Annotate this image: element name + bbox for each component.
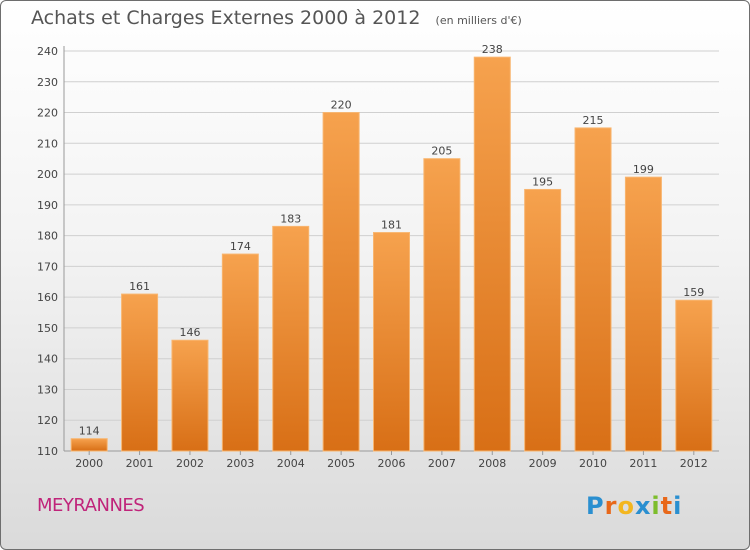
y-tick-label: 110 <box>37 445 58 458</box>
bar-2001 <box>121 293 159 452</box>
logo-letter: i <box>651 492 661 520</box>
x-tick-label-2001: 2001 <box>126 457 154 470</box>
y-tick-label: 150 <box>37 322 58 335</box>
bar-2000 <box>70 438 108 452</box>
chart-subtitle: (en milliers d'€) <box>435 14 522 27</box>
bar-2007 <box>423 158 461 452</box>
bar-2011 <box>624 176 662 452</box>
data-label-2011: 199 <box>633 163 654 176</box>
x-tick-label-2007: 2007 <box>428 457 456 470</box>
bar-2003 <box>221 253 259 452</box>
y-tick-label: 180 <box>37 230 58 243</box>
y-tick-label: 190 <box>37 199 58 212</box>
logo-letter: o <box>617 492 635 520</box>
y-tick-label: 220 <box>37 107 58 120</box>
bar-2009 <box>524 188 562 452</box>
y-tick-label: 210 <box>37 137 58 150</box>
data-label-2012: 159 <box>683 286 704 299</box>
logo-letter: i <box>673 492 683 520</box>
data-label-2007: 205 <box>431 145 452 158</box>
bar-2008 <box>473 56 511 452</box>
logo-letter: x <box>634 492 652 520</box>
x-tick-label-2000: 2000 <box>75 457 103 470</box>
x-tick-label-2008: 2008 <box>478 457 506 470</box>
data-label-2010: 215 <box>583 114 604 127</box>
y-tick-label: 200 <box>37 168 58 181</box>
data-label-2002: 146 <box>179 326 200 339</box>
title-row: Achats et Charges Externes 2000 à 2012 (… <box>31 7 522 29</box>
y-tick-label: 160 <box>37 291 58 304</box>
data-label-2001: 161 <box>129 280 150 293</box>
data-label-2006: 181 <box>381 219 402 232</box>
y-tick-label: 240 <box>37 45 58 58</box>
x-tick-label-2006: 2006 <box>378 457 406 470</box>
bar-2002 <box>171 339 209 452</box>
y-tick-label: 170 <box>37 260 58 273</box>
x-tick-label-2011: 2011 <box>629 457 657 470</box>
x-tick-label-2009: 2009 <box>529 457 557 470</box>
bar-2010 <box>574 127 612 452</box>
y-tick-label: 120 <box>37 414 58 427</box>
data-label-2008: 238 <box>482 43 503 56</box>
city-name: MEYRANNES <box>37 495 145 516</box>
logo-letter: P <box>586 492 605 520</box>
data-label-2009: 195 <box>532 175 553 188</box>
x-tick-label-2002: 2002 <box>176 457 204 470</box>
y-tick-label: 140 <box>37 353 58 366</box>
bar-2005 <box>322 112 360 452</box>
bar-2012 <box>675 299 713 452</box>
x-tick-label-2005: 2005 <box>327 457 355 470</box>
logo-letter: r <box>604 492 618 520</box>
y-tick-label: 230 <box>37 76 58 89</box>
x-tick-label-2010: 2010 <box>579 457 607 470</box>
y-tick-label: 130 <box>37 383 58 396</box>
data-label-2004: 183 <box>280 212 301 225</box>
data-label-2000: 114 <box>79 425 100 438</box>
x-tick-label-2003: 2003 <box>226 457 254 470</box>
bar-2006 <box>373 232 410 452</box>
x-tick-label-2004: 2004 <box>277 457 305 470</box>
chart-title: Achats et Charges Externes 2000 à 2012 <box>31 7 421 29</box>
x-tick-label-2012: 2012 <box>680 457 708 470</box>
proxiti-logo: Proxiti <box>586 492 682 520</box>
bar-2004 <box>272 225 310 452</box>
logo-letter: t <box>660 492 674 520</box>
data-label-2005: 220 <box>331 99 352 112</box>
data-label-2003: 174 <box>230 240 251 253</box>
